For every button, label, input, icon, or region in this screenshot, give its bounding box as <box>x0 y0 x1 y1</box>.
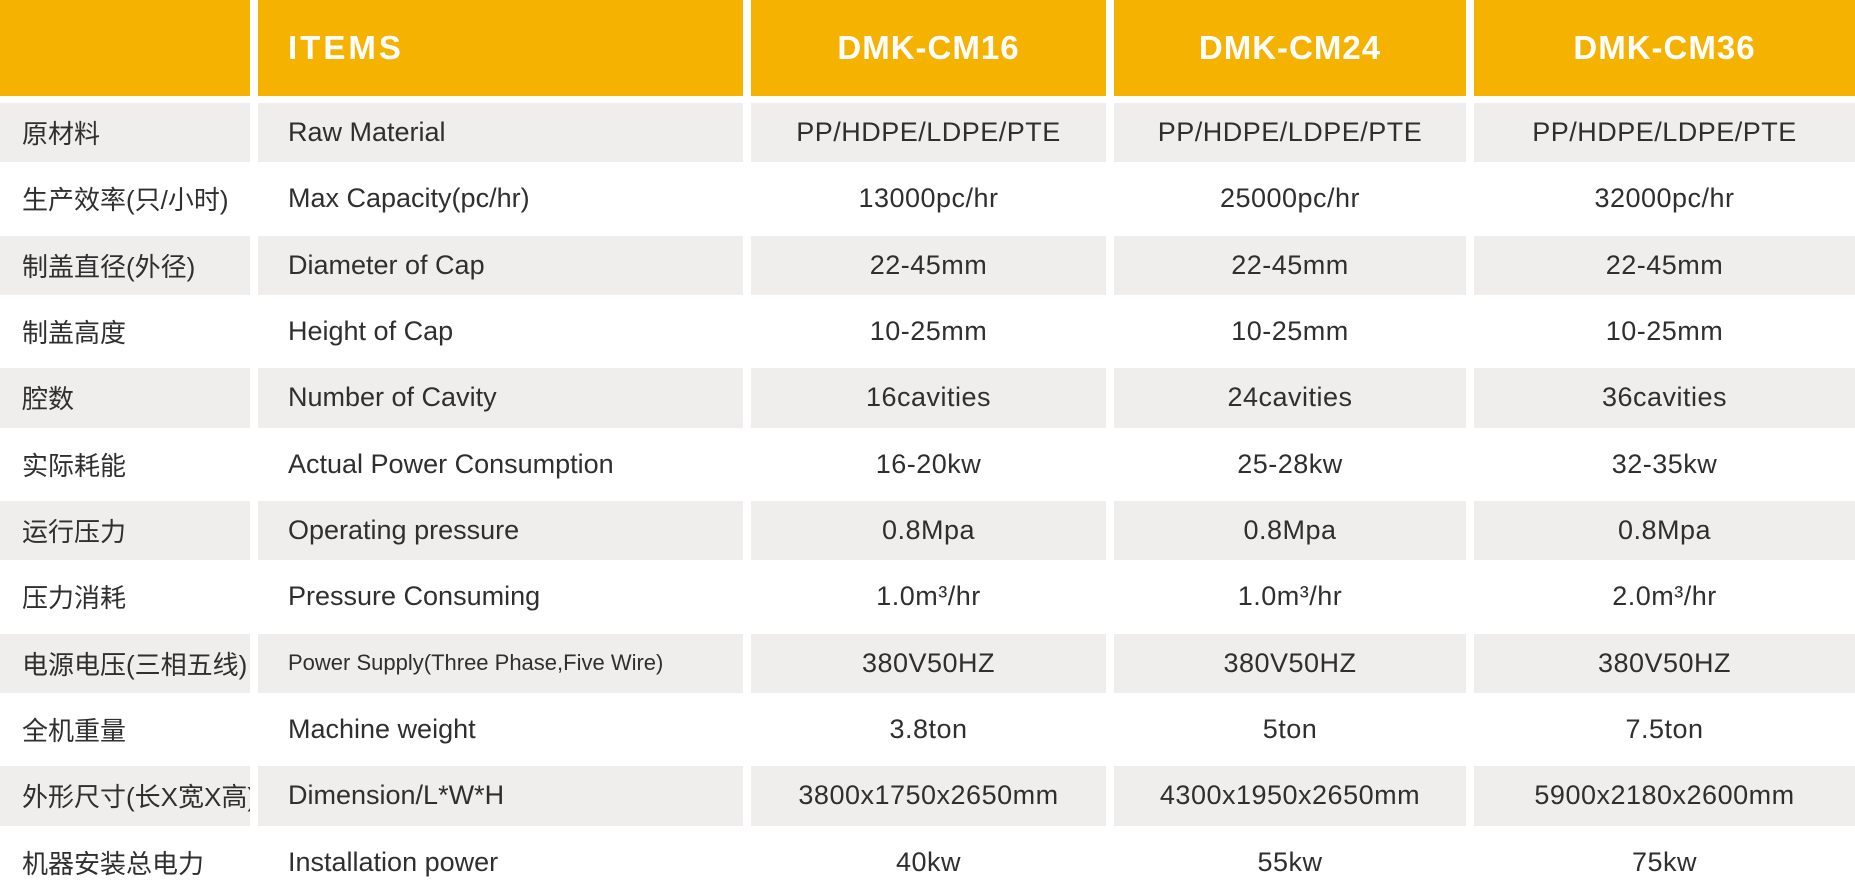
row-label-en: Operating pressure <box>258 500 743 561</box>
row-label-cn: 制盖直径(外径) <box>0 235 250 295</box>
row-label-en: Actual Power Consumption <box>258 434 743 494</box>
cell-value-dmk-cm36: 32-35kw <box>1474 434 1855 494</box>
cell-value-dmk-cm24: 380V50HZ <box>1114 633 1466 693</box>
row-label-cn: 原材料 <box>0 103 250 163</box>
cell-value-dmk-cm16: 13000pc/hr <box>751 169 1106 229</box>
row-label-en: Power Supply(Three Phase,Five Wire) <box>258 633 743 693</box>
row-label-en: Number of Cavity <box>258 368 743 428</box>
row-label-en: Pressure Consuming <box>258 567 743 627</box>
cell-value-dmk-cm16: 16cavities <box>751 368 1106 428</box>
cell-value-dmk-cm24: 25-28kw <box>1114 434 1466 494</box>
row-label-cn: 外形尺寸(长X宽X高) <box>0 766 250 826</box>
row-label-cn: 制盖高度 <box>0 301 250 362</box>
row-label-cn: 电源电压(三相五线) <box>0 633 250 693</box>
cell-value-dmk-cm16: 22-45mm <box>751 235 1106 295</box>
row-label-en: Max Capacity(pc/hr) <box>258 169 743 229</box>
cell-value-dmk-cm24: 55kw <box>1114 832 1466 892</box>
cell-value-dmk-cm36: 380V50HZ <box>1474 633 1855 693</box>
row-label-en: Diameter of Cap <box>258 235 743 295</box>
row-label-en: Raw Material <box>258 103 743 163</box>
cell-value-dmk-cm24: 25000pc/hr <box>1114 169 1466 229</box>
cell-value-dmk-cm36: 22-45mm <box>1474 235 1855 295</box>
cell-value-dmk-cm36: 7.5ton <box>1474 699 1855 760</box>
cell-value-dmk-cm24: 4300x1950x2650mm <box>1114 766 1466 826</box>
cell-value-dmk-cm24: 1.0m³/hr <box>1114 567 1466 627</box>
row-label-cn: 全机重量 <box>0 699 250 760</box>
cell-value-dmk-cm36: 0.8Mpa <box>1474 500 1855 561</box>
cell-value-dmk-cm24: 22-45mm <box>1114 235 1466 295</box>
row-label-en: Machine weight <box>258 699 743 760</box>
cell-value-dmk-cm36: 32000pc/hr <box>1474 169 1855 229</box>
row-label-cn: 机器安装总电力 <box>0 832 250 892</box>
cell-value-dmk-cm16: 10-25mm <box>751 301 1106 362</box>
row-label-en: Dimension/L*W*H <box>258 766 743 826</box>
cell-value-dmk-cm24: 0.8Mpa <box>1114 500 1466 561</box>
row-label-cn: 腔数 <box>0 368 250 428</box>
cell-value-dmk-cm36: 10-25mm <box>1474 301 1855 362</box>
row-label-en: Height of Cap <box>258 301 743 362</box>
cell-value-dmk-cm36: 2.0m³/hr <box>1474 567 1855 627</box>
row-label-cn: 压力消耗 <box>0 567 250 627</box>
cell-value-dmk-cm16: 40kw <box>751 832 1106 892</box>
cell-value-dmk-cm16: 16-20kw <box>751 434 1106 494</box>
cell-value-dmk-cm24: PP/HDPE/LDPE/PTE <box>1114 103 1466 163</box>
cell-value-dmk-cm36: 36cavities <box>1474 368 1855 428</box>
header-model-dmk-cm36: DMK-CM36 <box>1474 0 1855 96</box>
cell-value-dmk-cm16: 3.8ton <box>751 699 1106 760</box>
cell-value-dmk-cm36: 5900x2180x2600mm <box>1474 766 1855 826</box>
cell-value-dmk-cm16: 0.8Mpa <box>751 500 1106 561</box>
cell-value-dmk-cm16: PP/HDPE/LDPE/PTE <box>751 103 1106 163</box>
row-label-cn: 生产效率(只/小时) <box>0 169 250 229</box>
cell-value-dmk-cm36: 75kw <box>1474 832 1855 892</box>
header-blank-cell <box>0 0 250 96</box>
cell-value-dmk-cm24: 5ton <box>1114 699 1466 760</box>
header-model-dmk-cm24: DMK-CM24 <box>1114 0 1466 96</box>
header-model-dmk-cm16: DMK-CM16 <box>751 0 1106 96</box>
row-label-cn: 运行压力 <box>0 500 250 561</box>
cell-value-dmk-cm16: 380V50HZ <box>751 633 1106 693</box>
row-label-en: Installation power <box>258 832 743 892</box>
cell-value-dmk-cm24: 24cavities <box>1114 368 1466 428</box>
row-label-cn: 实际耗能 <box>0 434 250 494</box>
cell-value-dmk-cm24: 10-25mm <box>1114 301 1466 362</box>
cell-value-dmk-cm16: 1.0m³/hr <box>751 567 1106 627</box>
cell-value-dmk-cm36: PP/HDPE/LDPE/PTE <box>1474 103 1855 163</box>
header-items: ITEMS <box>258 0 743 96</box>
cell-value-dmk-cm16: 3800x1750x2650mm <box>751 766 1106 826</box>
